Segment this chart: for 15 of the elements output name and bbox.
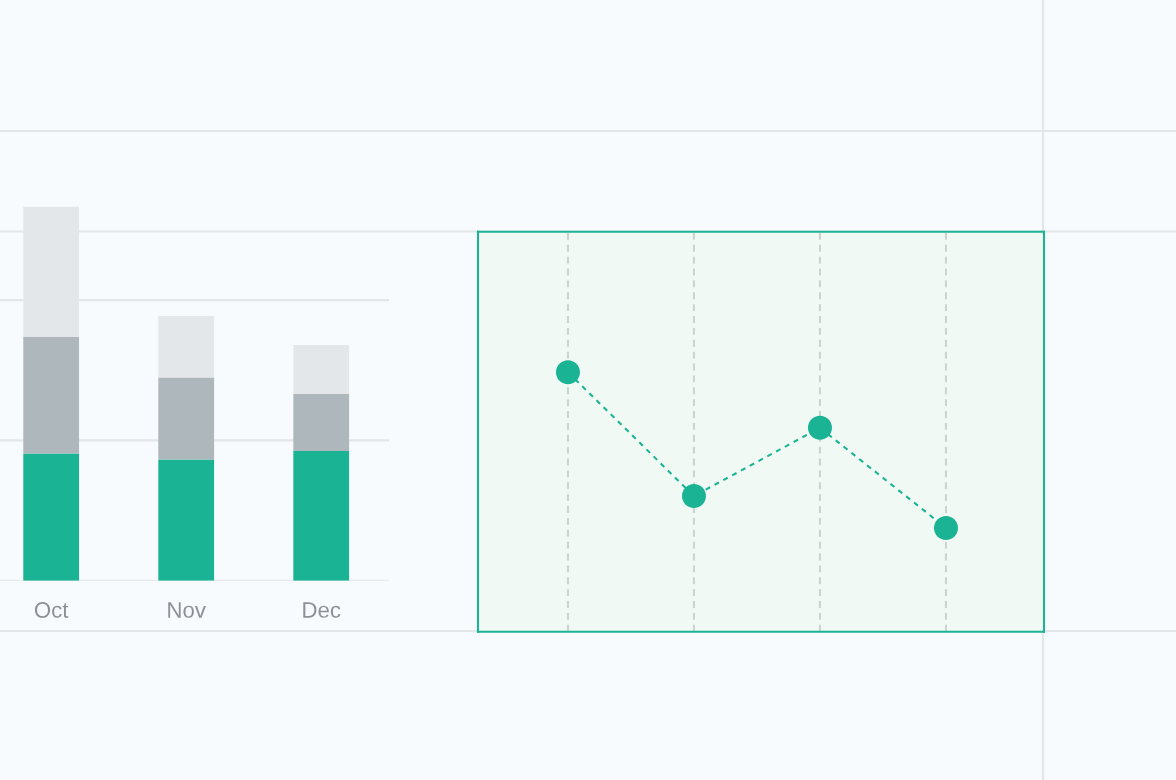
- bar: [23, 453, 80, 581]
- point: [681, 484, 706, 509]
- x-tick-label: Nov: [168, 602, 206, 618]
- bar: [293, 450, 350, 581]
- bar: [158, 315, 215, 378]
- x-tick-label: Dec: [303, 602, 341, 618]
- point: [807, 415, 832, 440]
- bar: [158, 459, 215, 581]
- point: [555, 360, 580, 385]
- bar: [293, 394, 350, 451]
- point: [933, 515, 958, 540]
- x-tick-label: Oct: [34, 602, 69, 618]
- bar: [293, 345, 350, 395]
- bar: [158, 377, 215, 460]
- bar: [23, 336, 80, 454]
